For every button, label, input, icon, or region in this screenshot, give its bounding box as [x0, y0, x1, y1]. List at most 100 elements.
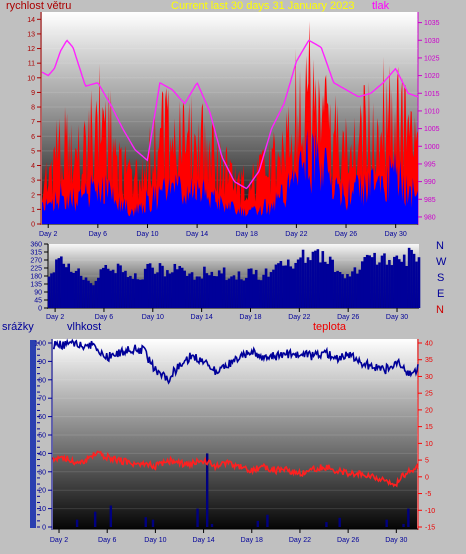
panel1-left-tick-label: 12 — [27, 46, 35, 53]
panel1-right-tick-label: 995 — [424, 161, 436, 168]
direction-bar — [351, 271, 354, 308]
direction-bar — [141, 279, 145, 308]
direction-bar — [87, 280, 90, 308]
panel1-x-tick-label: Day 22 — [285, 231, 307, 238]
direction-bar — [217, 270, 221, 308]
direction-bar — [208, 275, 211, 308]
panel3-x-tick-label: Day 2 — [50, 537, 68, 544]
direction-bar — [67, 263, 71, 308]
direction-bar — [341, 274, 344, 308]
direction-bar — [383, 253, 386, 308]
direction-bar — [405, 266, 408, 308]
direction-bar — [55, 259, 58, 308]
temperature-tick-label: 35 — [425, 357, 433, 364]
direction-bar — [249, 268, 253, 308]
direction-bar — [388, 259, 391, 308]
direction-bar — [267, 276, 270, 308]
panel1-tick-labels: 0123456789101112131498098599099510001005… — [27, 17, 439, 238]
direction-bar — [220, 273, 223, 308]
panel1-left-tick-label: 3 — [31, 178, 35, 185]
direction-bar — [116, 263, 120, 308]
panel1-right-tick-label: 985 — [424, 197, 436, 204]
direction-bar — [121, 272, 125, 308]
direction-bar — [343, 278, 347, 308]
direction-bar — [205, 273, 209, 308]
direction-bar — [148, 263, 152, 308]
direction-bar — [47, 276, 51, 308]
panel3-x-tick-label: Day 22 — [289, 537, 311, 544]
panel2-x-tick-label: Day 18 — [239, 314, 261, 321]
panel1-left-tick-label: 1 — [31, 207, 35, 214]
panel1-right-tick-label: 1015 — [424, 91, 440, 98]
direction-bar — [304, 262, 307, 308]
direction-bar — [183, 270, 186, 308]
direction-bar — [286, 259, 290, 308]
panel1-left-tick-label: 14 — [27, 17, 35, 24]
panel2-left-tick-label: 360 — [30, 242, 42, 249]
direction-bar — [84, 277, 88, 308]
direction-bar — [242, 280, 246, 308]
humidity-tick-label: 20 — [38, 488, 46, 495]
direction-bar — [385, 264, 389, 308]
rain-bar — [210, 523, 214, 527]
panel1-left-tick-label: 0 — [31, 222, 35, 229]
panel1-x-tick-label: Day 30 — [385, 231, 407, 238]
panel1-x-tick-label: Day 6 — [89, 231, 107, 238]
direction-bar — [245, 277, 248, 308]
direction-bar — [380, 255, 384, 308]
direction-bar — [193, 279, 196, 308]
direction-bar — [212, 275, 216, 308]
pressure-series — [41, 39, 419, 190]
direction-bar — [356, 273, 359, 308]
temperature-tick-label: 0 — [425, 474, 429, 481]
panel3-x-tick-label: Day 10 — [144, 537, 166, 544]
direction-bar — [200, 278, 204, 308]
direction-bar — [101, 267, 105, 308]
direction-bar — [301, 249, 305, 308]
direction-bar — [64, 267, 68, 308]
direction-bar — [252, 274, 256, 308]
direction-bar — [257, 279, 260, 308]
rain-bar — [325, 522, 328, 527]
direction-bar — [171, 272, 174, 308]
humidity-tick-label: 90 — [38, 359, 46, 366]
panel2-x-tick-label: Day 6 — [95, 314, 113, 321]
temperature-tick-label: 5 — [425, 458, 429, 465]
panel1-right-tick-label: 1020 — [424, 73, 440, 80]
direction-bar — [57, 258, 61, 308]
direction-bar — [254, 269, 258, 308]
panel1-right-tick-label: 1035 — [424, 20, 440, 27]
panel1-left-tick-label: 4 — [31, 163, 35, 170]
compass-n-bottom: N — [436, 304, 444, 316]
direction-bar — [69, 271, 73, 308]
direction-bar — [89, 283, 93, 308]
direction-bar — [289, 266, 293, 308]
panel3-x-tick-label: Day 6 — [98, 537, 116, 544]
direction-bar — [264, 268, 268, 308]
rain-bar — [402, 523, 405, 527]
panel3-x-tick-label: Day 26 — [337, 537, 359, 544]
direction-bar — [314, 250, 317, 308]
direction-bar — [178, 265, 182, 308]
direction-bar — [294, 262, 297, 308]
direction-bar — [168, 273, 172, 308]
direction-bar — [328, 256, 332, 308]
direction-bar — [106, 268, 110, 308]
direction-bar — [306, 257, 310, 308]
direction-bar — [232, 275, 236, 308]
rain-bar — [75, 519, 79, 527]
temperature-tick-label: 15 — [425, 424, 433, 431]
direction-bar — [198, 276, 201, 308]
direction-bar — [77, 268, 80, 308]
direction-bar — [402, 254, 406, 308]
direction-bar — [397, 259, 401, 308]
temperature-tick-label: 40 — [425, 341, 433, 348]
panel2-left-tick-label: 270 — [30, 258, 42, 265]
direction-bar — [210, 271, 214, 308]
direction-bar — [114, 273, 117, 308]
direction-bar — [138, 279, 142, 308]
temperature-tick-label: -5 — [425, 491, 431, 498]
direction-bar — [274, 264, 278, 308]
